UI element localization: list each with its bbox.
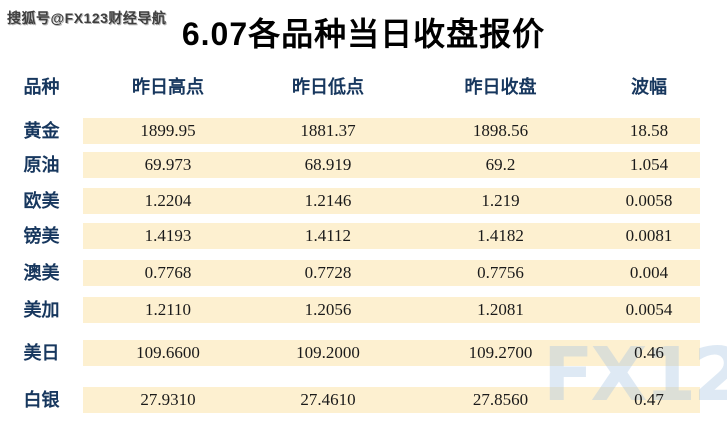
cell-prev-low: 1.2146 <box>304 191 352 210</box>
fx123-brand-watermark: FX123 <box>543 332 727 418</box>
cell-range: 0.47 <box>634 390 664 409</box>
cell-prev-high: 1.2110 <box>144 300 192 319</box>
cell-prev-close: 0.7756 <box>477 263 524 282</box>
row-background-band <box>83 387 700 413</box>
table-row: 澳美 0.7768 0.7728 0.7756 0.004 <box>0 260 727 286</box>
cell-prev-high: 1.4193 <box>144 226 192 245</box>
cell-prev-close: 1898.56 <box>472 121 529 140</box>
cell-instrument: 美日 <box>23 343 60 363</box>
cell-prev-high: 109.6600 <box>136 343 200 362</box>
sohu-account-watermark: 搜狐号@FX123财经导航 <box>7 10 167 26</box>
row-background-band <box>83 152 700 178</box>
cell-prev-close: 109.2700 <box>468 343 533 362</box>
row-background-band <box>83 340 700 366</box>
cell-prev-low: 68.919 <box>304 155 352 174</box>
table-row: 欧美 1.2204 1.2146 1.219 0.0058 <box>0 188 727 214</box>
column-header-instrument: 品种 <box>23 77 60 97</box>
cell-prev-low: 1.4112 <box>304 226 352 245</box>
cell-prev-close: 1.4182 <box>477 226 524 245</box>
cell-prev-high: 0.7768 <box>144 263 192 282</box>
cell-prev-low: 109.2000 <box>296 343 360 362</box>
table-row: 黄金 1899.95 1881.37 1898.56 18.58 <box>0 118 727 144</box>
row-background-band <box>83 118 700 144</box>
column-header-range: 波幅 <box>631 77 667 97</box>
table-row: 白银 27.9310 27.4610 27.8560 0.47 <box>0 387 727 413</box>
cell-prev-low: 1.2056 <box>304 300 352 319</box>
row-background-band <box>83 223 700 249</box>
row-background-band <box>83 188 700 214</box>
cell-instrument: 美加 <box>23 300 60 320</box>
cell-instrument: 镑美 <box>23 226 60 246</box>
cell-instrument: 欧美 <box>23 191 60 211</box>
cell-range: 1.054 <box>629 155 669 174</box>
cell-range: 0.0081 <box>625 226 673 245</box>
cell-range: 0.0054 <box>625 300 673 319</box>
column-header-prev-high: 昨日高点 <box>132 77 204 97</box>
cell-range: 0.004 <box>629 263 669 282</box>
column-header-prev-low: 昨日低点 <box>292 77 364 97</box>
table-header-row: 品种 昨日高点 昨日低点 昨日收盘 波幅 <box>0 72 727 102</box>
cell-prev-close: 1.2081 <box>477 300 524 319</box>
cell-prev-close: 27.8560 <box>472 390 529 409</box>
cell-prev-high: 1.2204 <box>144 191 192 210</box>
table-row: 原油 69.973 68.919 69.2 1.054 <box>0 152 727 178</box>
column-header-prev-close: 昨日收盘 <box>464 77 537 97</box>
cell-prev-close: 69.2 <box>485 155 516 174</box>
cell-prev-high: 1899.95 <box>140 121 196 140</box>
cell-range: 18.58 <box>629 121 669 140</box>
cell-instrument: 黄金 <box>23 121 60 141</box>
row-background-band <box>83 297 700 323</box>
cell-instrument: 白银 <box>23 390 60 410</box>
cell-prev-high: 27.9310 <box>140 390 196 409</box>
cell-prev-close: 1.219 <box>481 191 520 210</box>
row-background-band <box>83 260 700 286</box>
cell-instrument: 原油 <box>23 155 60 175</box>
page-title: 6.07各品种当日收盘报价 <box>181 16 546 52</box>
table-row: 美日 109.6600 109.2000 109.2700 0.46 <box>0 340 727 366</box>
cell-prev-low: 0.7728 <box>304 263 352 282</box>
cell-instrument: 澳美 <box>23 263 60 283</box>
cell-prev-low: 27.4610 <box>300 390 356 409</box>
cell-prev-low: 1881.37 <box>300 121 356 140</box>
table-row: 镑美 1.4193 1.4112 1.4182 0.0081 <box>0 223 727 249</box>
table-row: 美加 1.2110 1.2056 1.2081 0.0054 <box>0 297 727 323</box>
cell-range: 0.0058 <box>625 191 673 210</box>
cell-range: 0.46 <box>634 343 664 362</box>
cell-prev-high: 69.973 <box>144 155 192 174</box>
